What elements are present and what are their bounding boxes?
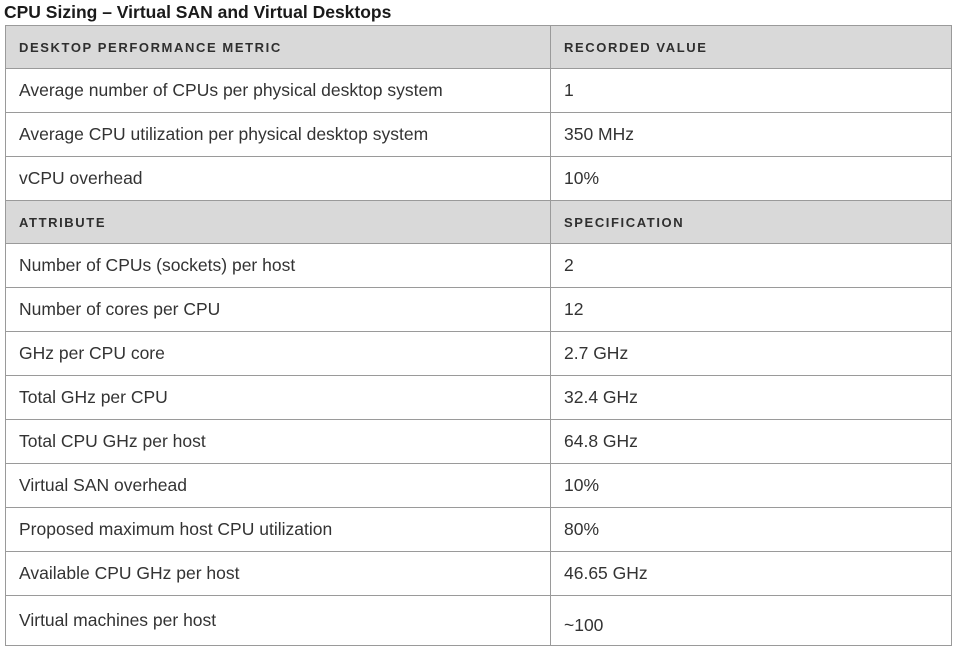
row-label: Total CPU GHz per host [5, 419, 551, 464]
table-row: Number of CPUs (sockets) per host 2 [5, 243, 952, 288]
row-label: vCPU overhead [5, 156, 551, 201]
row-label: Total GHz per CPU [5, 375, 551, 420]
row-value: 10% [550, 156, 952, 201]
table-row: Total GHz per CPU 32.4 GHz [5, 375, 952, 420]
table-row: Virtual SAN overhead 10% [5, 463, 952, 508]
row-label: GHz per CPU core [5, 331, 551, 376]
row-value: 10% [550, 463, 952, 508]
row-label: Average CPU utilization per physical des… [5, 112, 551, 157]
table-row: Proposed maximum host CPU utilization 80… [5, 507, 952, 552]
column-header-attribute: ATTRIBUTE [5, 200, 551, 244]
column-header-recorded-value: RECORDED VALUE [550, 25, 952, 69]
table-row: Average CPU utilization per physical des… [5, 112, 952, 157]
table-row: vCPU overhead 10% [5, 156, 952, 201]
row-value: 2.7 GHz [550, 331, 952, 376]
table-section-header-row: ATTRIBUTE SPECIFICATION [5, 200, 952, 244]
column-header-specification: SPECIFICATION [550, 200, 952, 244]
table-row: Total CPU GHz per host 64.8 GHz [5, 419, 952, 464]
row-label: Number of CPUs (sockets) per host [5, 243, 551, 288]
table-title: CPU Sizing – Virtual SAN and Virtual Des… [4, 2, 392, 22]
row-label: Virtual machines per host [5, 595, 551, 646]
cpu-sizing-table: DESKTOP PERFORMANCE METRIC RECORDED VALU… [5, 25, 952, 646]
row-value: 32.4 GHz [550, 375, 952, 420]
table-row: Average number of CPUs per physical desk… [5, 68, 952, 113]
row-value: 1 [550, 68, 952, 113]
column-header-metric: DESKTOP PERFORMANCE METRIC [5, 25, 551, 69]
row-value: 80% [550, 507, 952, 552]
row-label: Proposed maximum host CPU utilization [5, 507, 551, 552]
row-label: Available CPU GHz per host [5, 551, 551, 596]
row-value: 64.8 GHz [550, 419, 952, 464]
table-row: Number of cores per CPU 12 [5, 287, 952, 332]
row-value: 350 MHz [550, 112, 952, 157]
row-value: ~100 [550, 595, 952, 646]
row-label: Number of cores per CPU [5, 287, 551, 332]
row-value: 2 [550, 243, 952, 288]
table-row: Available CPU GHz per host 46.65 GHz [5, 551, 952, 596]
row-value: 46.65 GHz [550, 551, 952, 596]
row-label: Average number of CPUs per physical desk… [5, 68, 551, 113]
table-row: Virtual machines per host ~100 [5, 595, 952, 646]
table-header-row: DESKTOP PERFORMANCE METRIC RECORDED VALU… [5, 25, 952, 69]
row-value: 12 [550, 287, 952, 332]
row-label: Virtual SAN overhead [5, 463, 551, 508]
table-row: GHz per CPU core 2.7 GHz [5, 331, 952, 376]
